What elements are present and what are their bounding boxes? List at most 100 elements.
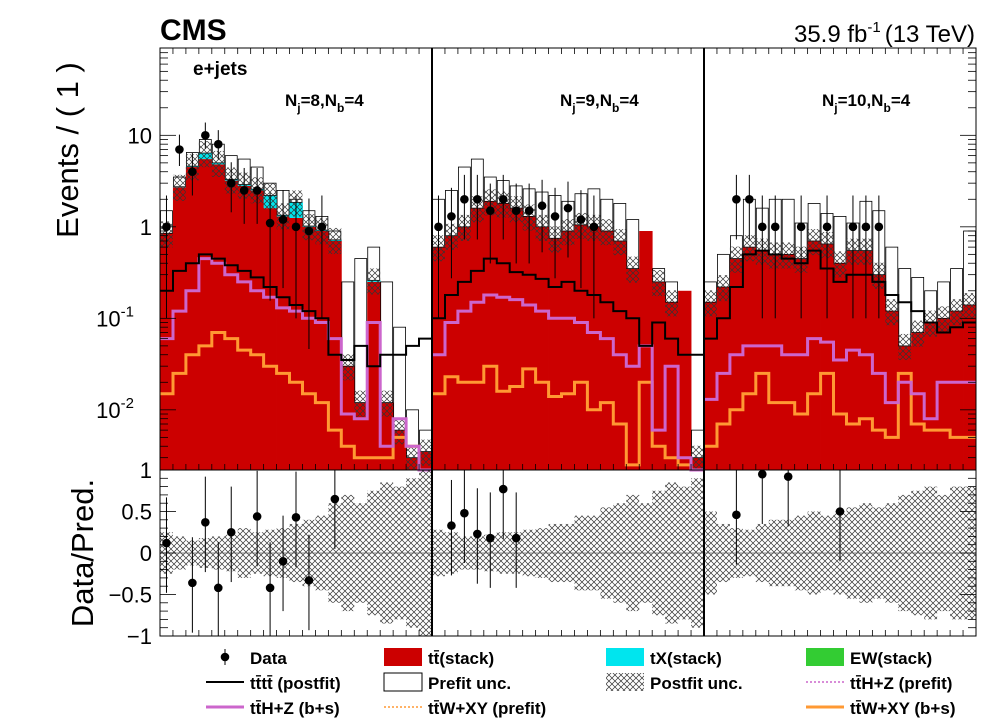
data-point [524,206,534,216]
data-point [278,215,288,224]
data-point [770,222,780,232]
y-tick-label-exp: -2 [121,395,134,412]
ttbar-bar [742,247,757,470]
data-point [304,226,314,236]
lumi-label: 35.9 fb-1 (13 TeV) [794,19,975,48]
ratio-point [278,557,288,566]
legend-label: EW(stack) [850,649,932,668]
region-label-part: =8,N [301,91,337,110]
legend-entry-data: Data [220,649,287,668]
data-point [848,222,858,232]
y-tick-label: 10-2 [96,395,134,423]
legend: Data tt̄(stack) tX(stack) EW(stack) tt̄tt̄ (… [206,648,955,718]
region-label-part: =4 [891,91,911,110]
legend-entry-ttwxy_bs: tt̄W+XY (b+s) [806,699,955,718]
ratio-y-tick-label: 1 [140,458,152,483]
ratio-point [265,583,275,593]
energy-label: (13 TeV) [885,21,975,48]
postfit-unc-band [691,445,704,470]
ratio-point [511,533,521,543]
data-point [485,206,495,216]
ttbar-bar [185,167,200,471]
region-label-part: b [337,101,344,115]
legend-swatch [220,652,230,662]
data-point [447,212,456,221]
ttbar-bar [276,216,290,470]
postfit-unc-band [950,299,964,326]
tttt-postfit-line [160,253,432,368]
postfit-unc-band [419,439,432,466]
data-point [201,131,210,140]
channel-label: e+jets [193,59,247,80]
ratio-point [783,472,793,481]
postfit-unc-band [665,290,679,317]
data-point [460,194,469,204]
ttbar-bar [522,216,537,470]
ttbar-bar [263,208,277,470]
prefit-unc-box [341,281,355,367]
data-point [291,222,301,232]
legend-label: tt̄H+Z (b+s) [250,699,340,718]
data-point [732,194,741,204]
ratio-y-tick-label: −0.5 [109,583,152,608]
region-label: Nj=10,Nb=4 [822,91,911,115]
ratio-point [757,469,767,479]
y-tick-label-exp: -1 [121,303,134,320]
ttbar-bar [859,250,873,470]
ratio-y-tick-label: 0.5 [121,500,152,525]
legend-entry-ttbar: tt̄(stack) [384,648,494,668]
data-point [874,222,884,232]
region-label-part: =10,N [838,91,884,110]
lumi-value: 35.9 fb [794,21,867,48]
ratio-point [498,484,508,494]
ttbar-bar [833,263,847,470]
data-point [745,194,754,204]
ttbar-bar [289,217,303,470]
tthz-bs-line [704,337,976,421]
region-label-part: N [822,91,834,110]
postfit-unc-band [172,174,186,201]
postfit-unc-band [924,310,938,337]
ttwxy-bs-line [704,371,976,448]
postfit-unc-band [911,320,925,347]
ttbar-bar [794,258,809,470]
ttbar-bar [250,190,265,471]
y-tick-label-base: 10 [96,398,120,423]
ttbar-bar [820,243,834,470]
prefit-unc-box [354,258,368,403]
legend-entry-prefit: Prefit unc. [383,672,511,693]
region-label-part: N [560,91,572,110]
data-point [175,145,184,154]
ttbar-bar [652,281,666,470]
region-labels: Nj=8,Nb=4 Nj=9,Nb=4 Nj=10,Nb=4 [285,91,911,115]
ttbar-bar [496,203,511,470]
region-label-part: j [296,101,300,115]
tttt-postfit-line [432,257,704,356]
ttbar-bar [198,159,213,470]
postfit-unc-band [729,246,743,273]
postfit-unc-band [898,333,912,361]
ttwxy-bs-line [160,331,432,472]
experiment-label: CMS [160,14,227,47]
ttwxy-bs-line [432,364,704,472]
ttbar-bar [678,290,692,470]
y-tick-label-base: 10 [128,123,152,148]
postfit-unc-band [716,275,730,302]
legend-label: tt̄H+Z (prefit) [850,674,952,693]
y-tick-label: 1 [140,215,152,240]
ttbar-bar [509,208,524,470]
ttbar-bar [432,247,446,470]
ttbar-bar [483,201,498,470]
y-tick-label: 10-1 [96,303,134,331]
postfit-unc-band [211,150,225,178]
region-label-part: j [571,101,575,115]
data-point [317,222,327,232]
postfit-unc-band [367,268,381,295]
ratio-y-axis-title: Data/Pred. [65,479,100,627]
data-point [511,206,521,216]
data-point [265,218,275,228]
region-label-part: j [833,101,837,115]
legend-label: tt̄(stack) [428,649,494,668]
prefit-unc-box [393,326,406,431]
legend-swatch [806,648,844,666]
